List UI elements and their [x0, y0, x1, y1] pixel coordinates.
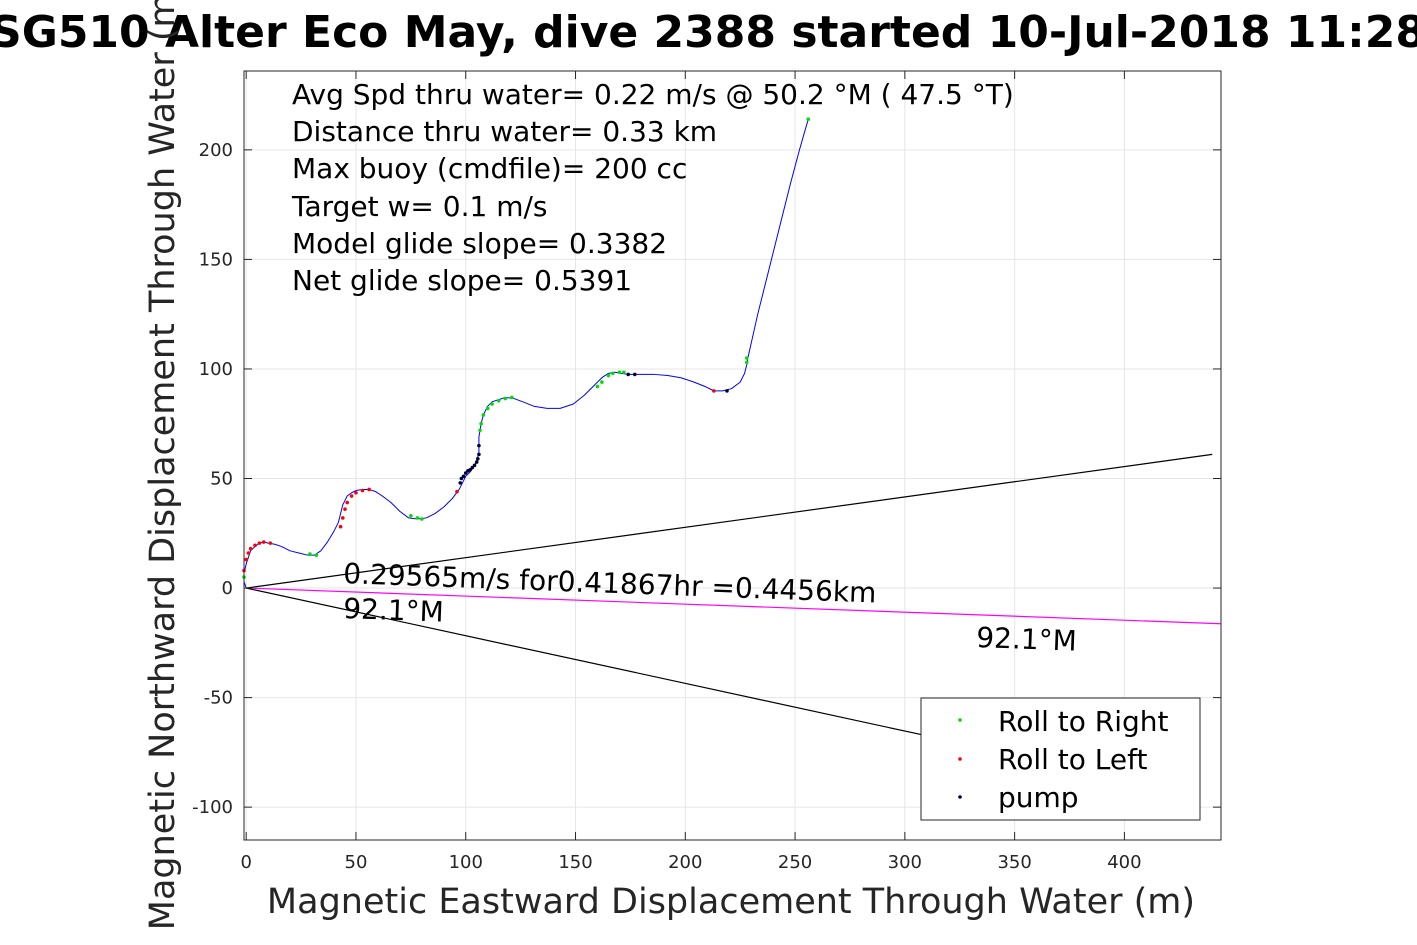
data-point: [725, 389, 729, 393]
data-point: [354, 490, 358, 495]
x-tick-label: 350: [997, 852, 1031, 873]
data-point: [744, 360, 749, 365]
y-tick-label: 200: [199, 140, 233, 161]
stats-line: Target w= 0.1 m/s: [291, 190, 548, 223]
data-point: [496, 398, 501, 403]
data-point: [349, 494, 354, 498]
legend-label: pump: [998, 781, 1079, 814]
data-point: [340, 516, 345, 520]
data-point: [253, 543, 257, 548]
data-point: [345, 500, 349, 505]
data-point: [490, 402, 494, 406]
data-point: [476, 456, 480, 461]
data-point: [806, 117, 811, 121]
legend: Roll to Right Roll to Left pump: [920, 697, 1201, 821]
y-tick-label: 50: [210, 469, 233, 490]
data-point: [367, 487, 371, 492]
chart-title: SG510 Alter Eco May, dive 2388 started 1…: [0, 7, 1417, 58]
data-point: [481, 413, 486, 417]
legend-label: Roll to Right: [998, 705, 1169, 738]
ticks: 0 50 100 150 200 250 300 350 400 -100 -50 0 50 100 150…: [192, 71, 1221, 873]
data-point: [455, 489, 459, 494]
axes-box: [243, 70, 1222, 841]
stats-line: Distance thru water= 0.33 km: [292, 115, 717, 148]
x-tick-label: 300: [888, 852, 922, 873]
data-point: [261, 540, 266, 544]
data-point: [244, 557, 248, 562]
data-point: [246, 551, 251, 555]
data-point: [617, 370, 622, 375]
reference-line: [246, 587, 1222, 625]
y-tick-label: -100: [192, 797, 233, 818]
data-point: [463, 471, 468, 475]
data-point: [479, 421, 483, 426]
data-point: [360, 488, 365, 493]
data-point: [268, 541, 273, 545]
reference-line: [246, 453, 1213, 589]
data-point: [477, 443, 481, 448]
stats-line: Model glide slope= 0.3382: [292, 227, 667, 260]
stats-line: Net glide slope= 0.5391: [292, 264, 632, 297]
data-point: [606, 373, 611, 378]
data-point: [308, 552, 312, 556]
legend-box: [920, 697, 1201, 821]
stats-line: Max buoy (cmdfile)= 200 cc: [292, 152, 687, 185]
series-layer: [242, 117, 811, 589]
y-tick-label: 0: [222, 578, 233, 599]
data-point: [595, 384, 600, 389]
legend-marker-pump: [958, 795, 962, 799]
x-axis-label: Magnetic Eastward Displacement Through W…: [267, 882, 1195, 922]
data-point: [458, 481, 463, 485]
data-point: [626, 372, 631, 377]
data-point: [338, 524, 343, 529]
data-point: [472, 463, 477, 468]
legend-label: Roll to Left: [998, 743, 1147, 776]
x-tick-label: 100: [449, 852, 483, 873]
data-point: [622, 370, 626, 375]
legend-marker-roll-left: [958, 757, 962, 761]
data-point: [461, 474, 466, 479]
data-point: [248, 546, 253, 551]
stats-line: Avg Spd thru water= 0.22 m/s @ 50.2 °M (…: [292, 78, 1014, 111]
data-point: [485, 406, 490, 411]
data-point: [600, 380, 604, 384]
x-tick-label: 400: [1107, 852, 1141, 873]
data-point: [468, 467, 472, 472]
data-point: [478, 428, 482, 433]
data-point: [420, 517, 424, 521]
data-point: [474, 460, 479, 464]
x-tick-label: 0: [240, 852, 251, 873]
x-tick-label: 50: [345, 852, 368, 873]
data-point: [409, 513, 413, 518]
y-tick-label: 150: [199, 249, 233, 270]
data-point: [477, 452, 481, 457]
data-point: [633, 372, 637, 377]
data-point: [314, 553, 319, 557]
stats-block: Avg Spd thru water= 0.22 m/s @ 50.2 °M (…: [291, 78, 1014, 297]
x-tick-label: 200: [668, 852, 702, 873]
data-point: [503, 396, 508, 401]
reference-lines: [246, 453, 1222, 736]
data-point: [257, 541, 262, 545]
data-point: [343, 507, 347, 511]
x-tick-label: 150: [558, 852, 592, 873]
x-tick-label: 250: [778, 852, 812, 873]
heading-annotation: 92.1°M: [343, 592, 445, 629]
data-point: [712, 389, 716, 393]
reference-line: [246, 587, 923, 736]
data-point: [510, 395, 514, 400]
heading-annotation-2: 92.1°M: [976, 621, 1078, 658]
y-tick-label: -50: [204, 688, 233, 709]
data-point: [415, 516, 420, 520]
legend-marker-roll-right: [958, 718, 962, 722]
data-point: [459, 476, 464, 481]
data-point: [470, 465, 475, 470]
data-point: [611, 371, 615, 376]
y-axis-label: Magnetic Northward Displacement Through …: [143, 0, 183, 930]
y-tick-label: 100: [199, 359, 233, 380]
data-point: [744, 356, 749, 360]
